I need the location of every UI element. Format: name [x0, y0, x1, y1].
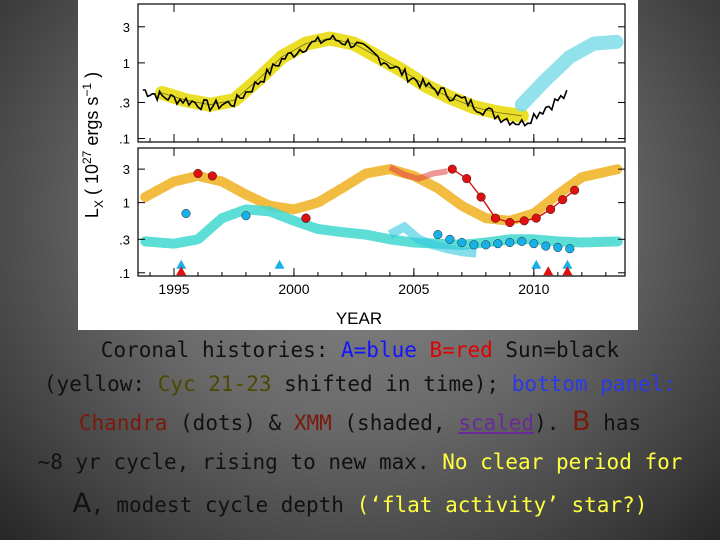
caption-b: B [572, 406, 591, 437]
caption-scaled: scaled [458, 411, 535, 435]
bottom-panel-frame [137, 147, 626, 277]
y-tick-label: .1 [119, 266, 130, 281]
b-chandra-point [490, 213, 500, 223]
cycle-21-23-outline [161, 38, 522, 117]
caption-line-1: Coronal histories: A=blue B=red Sun=blac… [0, 338, 720, 362]
caption-text: (dots) & [167, 411, 294, 435]
a-cycle-band [140, 204, 623, 250]
caption-line-2: (yellow: Cyc 21-23 shifted in time); bot… [0, 372, 720, 396]
a-upper-limit-marker [176, 259, 187, 269]
a-upper-limit-marker [531, 259, 542, 269]
b-upper-limit-marker [562, 266, 573, 276]
a-chandra-point [553, 242, 563, 252]
b-chandra-point [519, 216, 529, 226]
y-tick-label: .3 [119, 232, 130, 247]
b-chandra-point [301, 213, 311, 223]
caption-red-label: B=red [429, 338, 493, 362]
caption-text: ). [534, 411, 572, 435]
caption-xmm: XMM [293, 411, 332, 435]
caption-text: has [590, 411, 642, 435]
a-chandra-point [241, 211, 251, 221]
b-chandra-point [447, 164, 457, 174]
x-axis-label: YEAR [336, 309, 382, 328]
chart-figure: 3 1 .3 .1 3 1 .3 .1 1995 2000 2005 2010 LX ( 1027 e… [78, 0, 638, 330]
x-tick-label: 2005 [398, 281, 429, 297]
a-chandra-point [529, 239, 539, 249]
caption-no-period: No clear period for [442, 450, 683, 474]
b-chandra-point [558, 195, 568, 205]
a-chandra-point [445, 234, 455, 244]
b-chandra-point [207, 171, 217, 181]
b-chandra-point [476, 192, 486, 202]
y-tick-label: 1 [123, 56, 130, 71]
caption-blue-label: A=blue [341, 338, 417, 362]
caption-cycle-label: Cyc 21-23 [157, 372, 272, 396]
b-chandra-point [462, 174, 472, 184]
y-tick-label: .3 [119, 95, 130, 110]
b-chandra-point [505, 218, 515, 228]
caption-text: , modest cycle depth [91, 493, 357, 517]
y-tick-label: 3 [123, 162, 130, 177]
b-upper-limit-marker [176, 266, 187, 276]
a-chandra-point [433, 230, 443, 240]
b-chandra-point [570, 185, 580, 195]
x-tick-label: 2000 [278, 281, 309, 297]
a-chandra-point [517, 236, 527, 246]
b-connecting-line [451, 168, 576, 224]
caption-cycle-period: ~8 yr cycle, [37, 450, 190, 474]
y-axis-label: LX ( 1027 ergs s−1 ) [80, 72, 106, 218]
b-cycle-band [140, 164, 623, 226]
a-chandra-point [541, 241, 551, 251]
sun-series-line [142, 34, 568, 127]
caption-text: (yellow: [43, 372, 158, 396]
caption-line-4: ~8 yr cycle, rising to new max. No clear… [0, 450, 720, 474]
a-chandra-point [505, 238, 515, 248]
caption-a: A [72, 488, 92, 519]
caption-bottom-panel: bottom panel: [511, 372, 677, 396]
a-chandra-point [469, 240, 479, 250]
caption-text: (shaded, [331, 411, 459, 435]
caption-black-label: Sun=black [505, 338, 620, 362]
caption-chandra: Chandra [78, 411, 168, 435]
a-xmm-shaded [387, 221, 477, 258]
a-chandra-point [457, 238, 467, 248]
caption-text: rising to new max. [189, 450, 443, 474]
b-xmm-shaded [388, 164, 448, 182]
b-chandra-point [193, 168, 203, 178]
a-upper-limit-marker [274, 259, 285, 269]
y-tick-label: .1 [119, 132, 130, 147]
caption-text: shifted in time); [271, 372, 512, 396]
a-chandra-point [181, 208, 191, 218]
top-panel-frame [137, 3, 626, 143]
b-chandra-point [531, 213, 541, 223]
b-upper-limit-marker [543, 266, 554, 276]
caption-line-5: A, modest cycle depth (‘flat activity’ s… [0, 488, 720, 519]
x-tick-label: 2010 [518, 281, 549, 297]
a-chandra-point [493, 239, 503, 249]
y-tick-label: 3 [123, 20, 130, 35]
projected-cycle-band [514, 34, 625, 112]
caption-flat-activity: (‘flat activity’ star?) [356, 493, 648, 517]
y-tick-label: 1 [123, 196, 130, 211]
b-chandra-point [546, 204, 556, 214]
x-tick-label: 1995 [158, 281, 189, 297]
a-chandra-point [481, 240, 491, 250]
a-upper-limit-marker [562, 259, 573, 269]
chart-svg: 3 1 .3 .1 3 1 .3 .1 1995 2000 2005 2010 LX ( 1027 e… [80, 3, 626, 328]
caption-line-3: Chandra (dots) & XMM (shaded, scaled). B… [0, 406, 720, 437]
caption-text: Coronal histories: [100, 338, 342, 362]
a-chandra-point [565, 244, 575, 254]
